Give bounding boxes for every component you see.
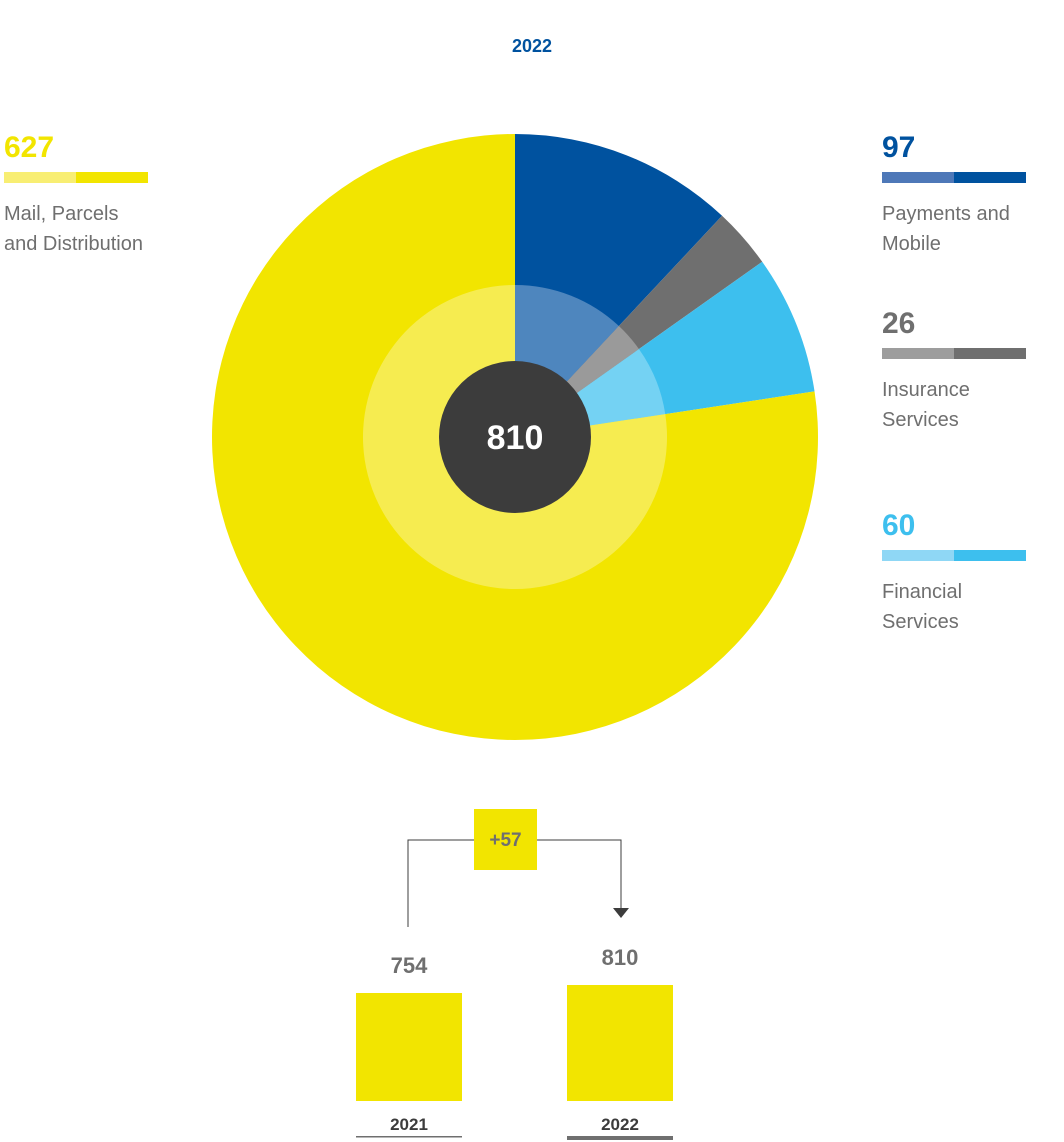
change-arrow-head xyxy=(613,908,629,918)
bar-underline-2022 xyxy=(567,1136,673,1140)
legend-value-insurance: 26 xyxy=(882,307,916,340)
legend-swatch-financial xyxy=(882,550,1026,561)
bar-2021 xyxy=(356,993,462,1101)
legend-value-mail: 627 xyxy=(4,131,55,164)
bar-2022 xyxy=(567,985,673,1101)
bar-category-label-2022: 2022 xyxy=(601,1115,639,1134)
bar-category-label-2021: 2021 xyxy=(390,1115,428,1134)
legend-swatch-mail xyxy=(4,172,148,183)
legend-insurance-services: 26 Insurance Services xyxy=(882,308,1026,435)
pie-chart: 810 xyxy=(212,134,819,740)
pie-total-label: 810 xyxy=(487,419,544,457)
change-box xyxy=(474,809,537,870)
legend-value-financial: 60 xyxy=(882,509,916,542)
legend-mail-parcels-distribution: 627 Mail, Parcels and Distribution xyxy=(4,132,148,259)
change-connector-line xyxy=(407,839,622,927)
legend-financial-services: 60 Financial Services xyxy=(882,510,1026,637)
bar-underline-2021 xyxy=(356,1136,462,1138)
legend-value-payments: 97 xyxy=(882,131,916,164)
legend-label-mail: Mail, Parcels and Distribution xyxy=(4,203,143,255)
legend-label-financial: Financial Services xyxy=(882,581,963,633)
bar-chart: 754 2021 810 2022 +57 xyxy=(356,809,673,1140)
legend-label-payments: Payments and Mobile xyxy=(882,203,1010,255)
bar-value-label-2022: 810 xyxy=(602,945,639,970)
legend-swatch-payments xyxy=(882,172,1026,183)
change-label: +57 xyxy=(489,830,521,851)
bar-value-label-2021: 754 xyxy=(391,953,428,978)
chart-title: 2022 xyxy=(511,36,553,56)
legend-payments-mobile: 97 Payments and Mobile xyxy=(882,132,1026,259)
legend-swatch-insurance xyxy=(882,348,1026,359)
pie-center-circle xyxy=(439,361,591,513)
legend-label-insurance: Insurance Services xyxy=(882,379,970,431)
